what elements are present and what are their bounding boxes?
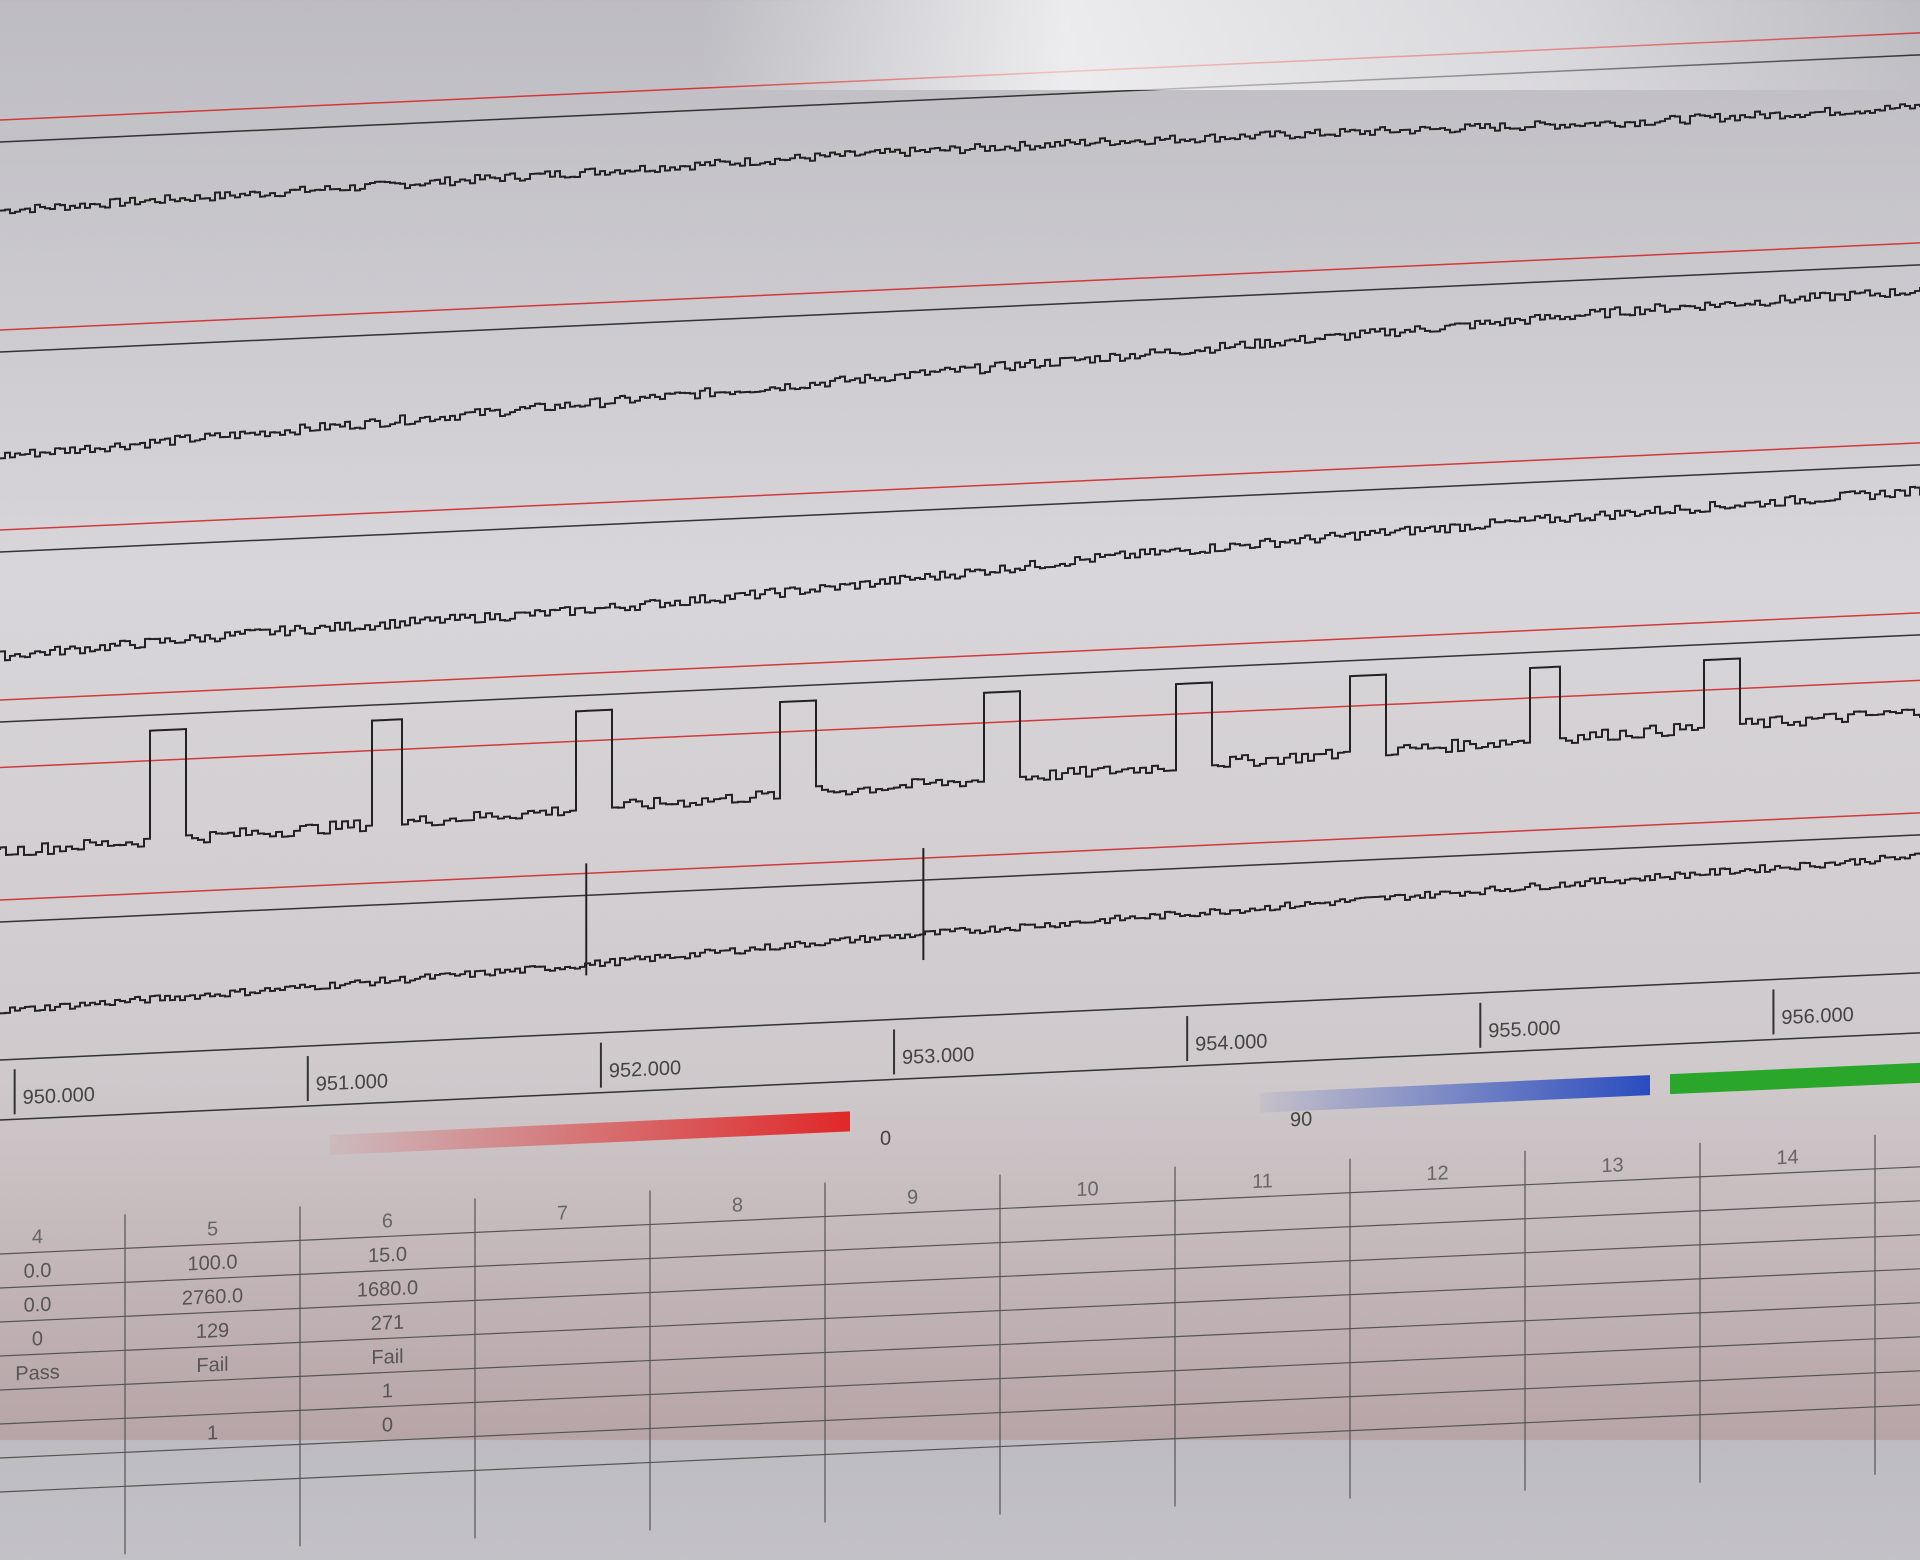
- table-column-header: 10: [1076, 1178, 1098, 1201]
- x-tick-label: 950.000: [23, 1084, 95, 1109]
- table-cell: Pass: [15, 1361, 59, 1385]
- color-scale-marker: 0: [880, 1128, 891, 1150]
- table-cell: 1: [207, 1422, 218, 1444]
- table-row-divider: [0, 1302, 1920, 1391]
- color-scale-bar: [1670, 1062, 1920, 1095]
- table-row-divider: [0, 1336, 1920, 1425]
- table-cell: 0.0: [24, 1260, 52, 1283]
- table-cell: 129: [196, 1320, 229, 1344]
- table-column-header: 4: [32, 1226, 43, 1248]
- trace-1: [0, 103, 1920, 215]
- chart-screen: 950.000 951.000 952.000 953.000 954.000 955.0…: [0, 32, 1920, 1555]
- color-scale-bar: [1260, 1075, 1650, 1113]
- threshold-line: [0, 812, 1920, 901]
- table-cell: 1680.0: [357, 1277, 418, 1302]
- table-column-header: 13: [1601, 1154, 1623, 1177]
- x-tick-label: 953.000: [902, 1044, 974, 1069]
- table-row-divider: [0, 1370, 1920, 1459]
- x-tick-label: 955.000: [1488, 1017, 1560, 1042]
- x-axis-line: [0, 972, 1920, 1061]
- lane-border: [0, 634, 1920, 723]
- color-scale-bar: [330, 1111, 850, 1156]
- table-cell: Fail: [371, 1346, 403, 1369]
- table-column-header: 12: [1426, 1162, 1448, 1185]
- x-axis-line: [0, 1032, 1920, 1121]
- trace-2: [0, 286, 1920, 460]
- table-cell: 2760.0: [182, 1285, 243, 1310]
- table-row-divider: [0, 1166, 1920, 1255]
- x-tick-label: 954.000: [1195, 1030, 1267, 1055]
- lane-border: [0, 464, 1920, 553]
- x-tick-label: 956.000: [1781, 1004, 1853, 1029]
- screen-glare: [700, 0, 1920, 90]
- threshold-line: [0, 242, 1920, 331]
- table-column-header: 14: [1776, 1146, 1798, 1169]
- table-cell: 0.0: [24, 1294, 52, 1317]
- lane-border: [0, 834, 1920, 923]
- table-column-header: 7: [557, 1202, 568, 1224]
- table-cell: 100.0: [187, 1251, 237, 1275]
- threshold-line: [0, 679, 1920, 769]
- color-scale-marker: 90: [1290, 1108, 1312, 1131]
- threshold-line: [0, 612, 1920, 701]
- table-column-header: 5: [207, 1218, 218, 1240]
- table-row-divider: [0, 1234, 1920, 1323]
- trace-4: [0, 657, 1920, 857]
- x-tick-label: 951.000: [316, 1070, 388, 1095]
- table-cell: 0: [32, 1328, 43, 1350]
- trace-3: [0, 485, 1920, 662]
- table-cell: Fail: [196, 1354, 228, 1377]
- trace-5: [0, 852, 1920, 1015]
- table-cell: 271: [371, 1312, 404, 1336]
- table-column-header: 8: [732, 1194, 743, 1216]
- table-row-divider: [0, 1404, 1920, 1493]
- table-column-header: 11: [1252, 1170, 1273, 1193]
- table-cell: 0: [382, 1414, 393, 1436]
- threshold-line: [0, 442, 1920, 531]
- table-cell: 15.0: [368, 1244, 407, 1268]
- table-column-header: 9: [907, 1186, 918, 1208]
- x-tick-label: 952.000: [609, 1057, 681, 1082]
- lane-border: [0, 264, 1920, 353]
- table-row-divider: [0, 1200, 1920, 1289]
- table-column-header: 6: [382, 1210, 393, 1232]
- table-row-divider: [0, 1268, 1920, 1357]
- table-cell: 1: [382, 1380, 393, 1402]
